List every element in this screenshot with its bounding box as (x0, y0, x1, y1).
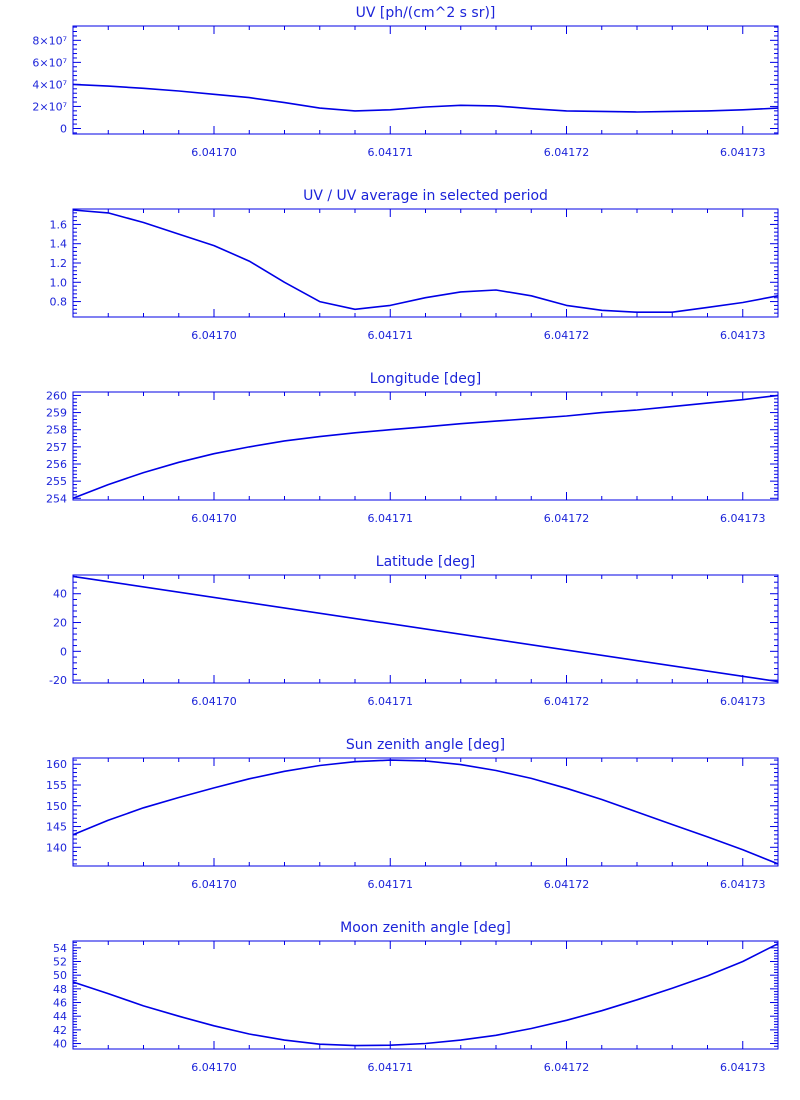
panel-title: Sun zenith angle [deg] (346, 737, 505, 753)
x-tick-label: 6.04171 (368, 146, 414, 159)
y-tick-label: 140 (46, 841, 67, 854)
y-tick-label: 1.2 (50, 257, 68, 270)
y-tick-label: 0 (60, 645, 67, 658)
series-line (72, 759, 779, 865)
panel-title: Longitude [deg] (370, 371, 481, 387)
chart-panel: Sun zenith angle [deg] 6.04170 6.04171 6.04… (46, 737, 779, 891)
y-tick-label: 44 (53, 1010, 67, 1023)
x-tick-label: 6.04170 (191, 146, 237, 159)
series-line (72, 394, 779, 500)
x-tick-label: 6.04171 (368, 878, 414, 891)
series-line (72, 209, 779, 314)
x-tick-label: 6.04172 (544, 329, 590, 342)
x-tick-label: 6.04171 (368, 695, 414, 708)
x-tick-label: 6.04170 (191, 1061, 237, 1074)
x-tick-label: 6.04173 (720, 878, 766, 891)
y-tick-label: 255 (46, 475, 67, 488)
series-line (72, 575, 779, 683)
y-tick-label: 257 (46, 441, 67, 454)
chart-panel: Moon zenith angle [deg] 6.04170 6.04171 6.0… (53, 920, 779, 1074)
y-tick-label: 2×10⁷ (32, 100, 67, 113)
y-tick-label: 155 (46, 779, 67, 792)
y-tick-label: 259 (46, 407, 67, 420)
chart-panel: Latitude [deg] 6.04170 6.04171 6.04172 6.041… (49, 554, 779, 708)
y-tick-label: 48 (53, 983, 67, 996)
series-line (72, 942, 779, 1047)
x-tick-label: 6.04171 (368, 329, 414, 342)
y-tick-label: 1.6 (50, 218, 68, 231)
y-tick-label: 260 (46, 389, 67, 402)
x-tick-label: 6.04170 (191, 878, 237, 891)
y-tick-label: 258 (46, 424, 67, 437)
y-tick-label: 0 (60, 122, 67, 135)
y-tick-label: 46 (53, 997, 67, 1010)
x-tick-label: 6.04171 (368, 512, 414, 525)
x-tick-label: 6.04170 (191, 695, 237, 708)
y-tick-label: 145 (46, 821, 67, 834)
chart-panel: UV / UV average in selected period 6.0417… (50, 188, 779, 342)
x-tick-label: 6.04172 (544, 878, 590, 891)
y-tick-label: 160 (46, 758, 67, 771)
plot-frame (72, 940, 779, 1050)
y-tick-label: -20 (49, 674, 67, 687)
x-tick-label: 6.04170 (191, 512, 237, 525)
x-tick-label: 6.04173 (720, 1061, 766, 1074)
x-tick-label: 6.04172 (544, 1061, 590, 1074)
x-tick-label: 6.04172 (544, 512, 590, 525)
x-tick-label: 6.04173 (720, 695, 766, 708)
plot-frame (72, 391, 779, 501)
y-tick-label: 4×10⁷ (32, 78, 67, 91)
y-tick-label: 40 (53, 1038, 67, 1051)
chart-panel: UV [ph/(cm^2 s sr)] 6.04170 6.04171 6.04172… (32, 5, 779, 159)
plot-frame (72, 25, 779, 135)
panel-title: UV / UV average in selected period (303, 188, 548, 204)
y-tick-label: 42 (53, 1024, 67, 1037)
y-tick-label: 40 (53, 588, 67, 601)
y-tick-label: 0.8 (50, 296, 68, 309)
x-tick-label: 6.04171 (368, 1061, 414, 1074)
x-tick-label: 6.04172 (544, 695, 590, 708)
x-tick-label: 6.04173 (720, 329, 766, 342)
y-tick-label: 20 (53, 617, 67, 630)
y-tick-label: 8×10⁷ (32, 34, 67, 47)
y-tick-label: 6×10⁷ (32, 56, 67, 69)
y-tick-label: 50 (53, 969, 67, 982)
y-tick-label: 1.4 (50, 238, 68, 251)
y-tick-label: 256 (46, 458, 67, 471)
y-tick-label: 1.0 (50, 276, 68, 289)
y-tick-label: 54 (53, 942, 67, 955)
x-tick-label: 6.04173 (720, 146, 766, 159)
series-line (72, 83, 779, 113)
x-tick-label: 6.04173 (720, 512, 766, 525)
y-tick-label: 254 (46, 492, 67, 505)
x-tick-label: 6.04170 (191, 329, 237, 342)
chart-panel: Longitude [deg] 6.04170 6.04171 6.04172 6.04… (46, 371, 779, 525)
x-tick-label: 6.04172 (544, 146, 590, 159)
panel-title: Latitude [deg] (376, 554, 475, 570)
panel-title: Moon zenith angle [deg] (340, 920, 511, 936)
plot-frame (72, 757, 779, 867)
panel-title: UV [ph/(cm^2 s sr)] (356, 5, 496, 21)
plot-frame (72, 208, 779, 318)
y-tick-label: 52 (53, 956, 67, 969)
y-tick-label: 150 (46, 800, 67, 813)
